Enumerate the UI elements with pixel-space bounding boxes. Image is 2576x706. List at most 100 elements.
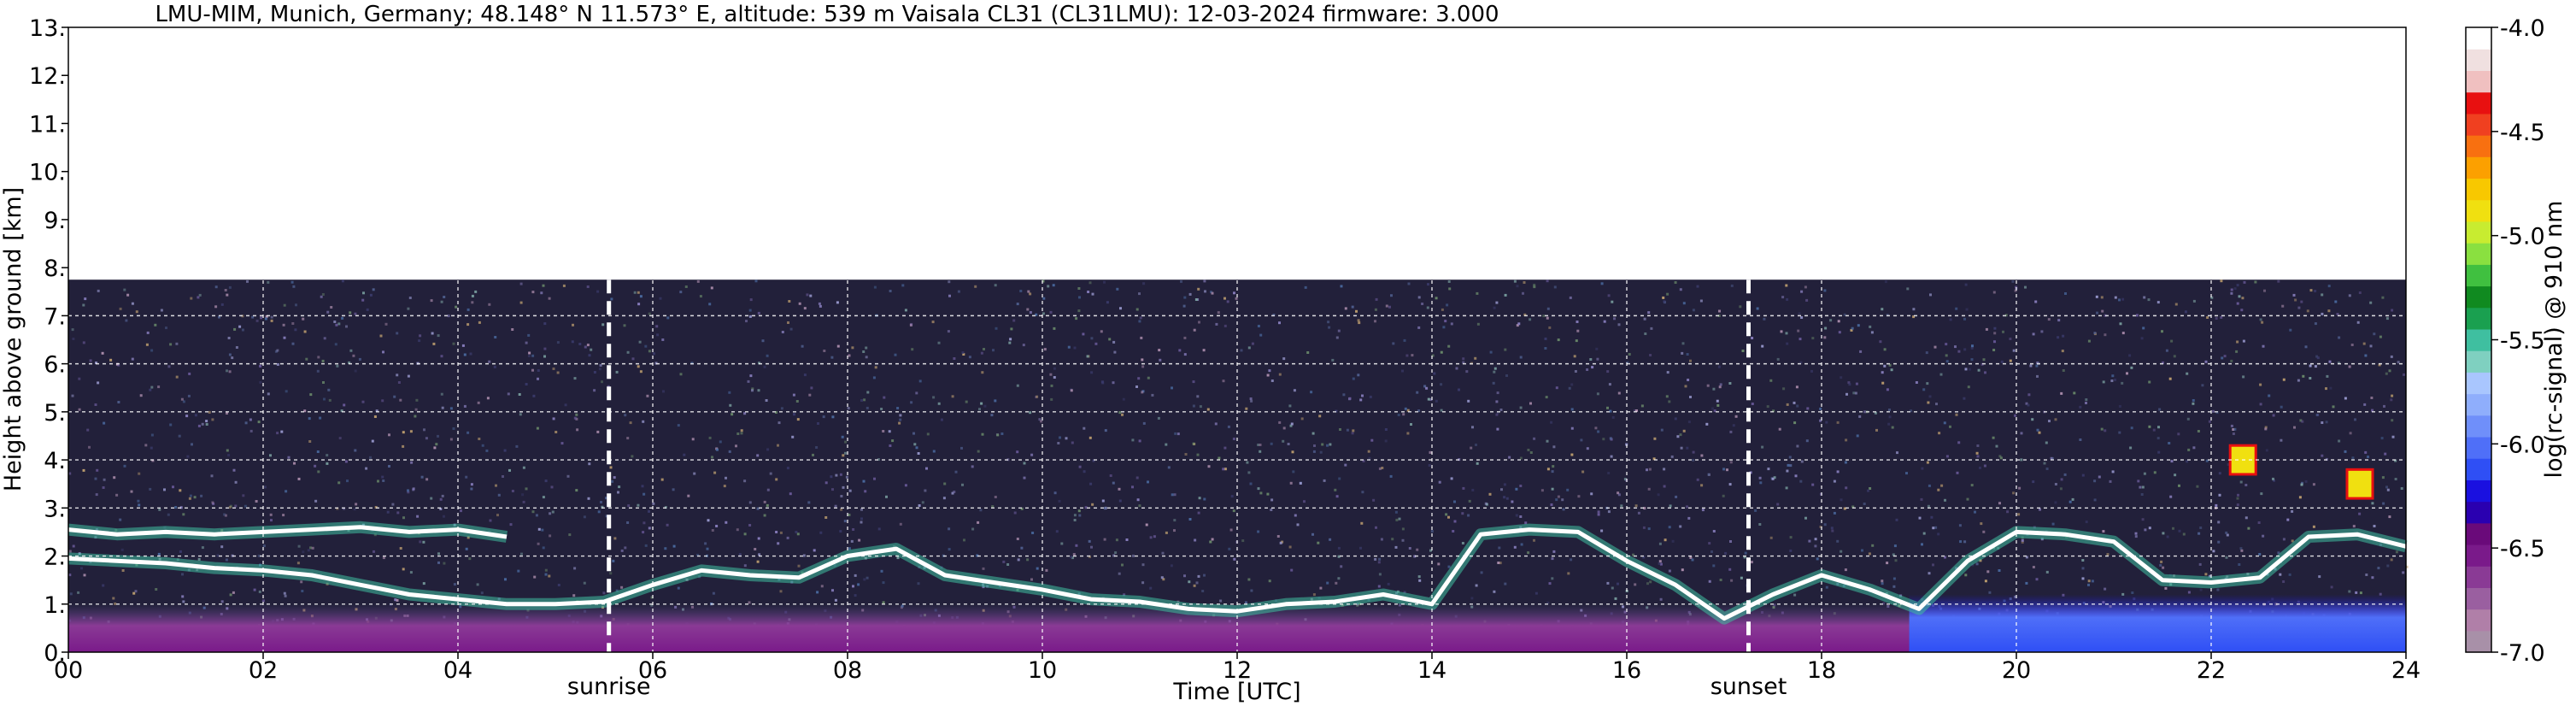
noise-speck <box>1171 493 1174 497</box>
noise-speck <box>139 394 143 397</box>
noise-speck <box>2020 432 2023 435</box>
noise-speck <box>1337 555 1341 558</box>
noise-speck <box>857 583 860 586</box>
x-tick-label: 10 <box>1028 657 1057 684</box>
y-tick-label: 1. <box>44 592 66 619</box>
noise-speck <box>1435 399 1438 403</box>
noise-speck <box>1686 446 1689 450</box>
noise-speck <box>2162 532 2165 535</box>
noise-speck <box>1103 280 1106 284</box>
noise-speck <box>1446 303 1449 307</box>
noise-speck <box>308 417 311 421</box>
noise-speck <box>1659 562 1663 566</box>
noise-speck <box>1837 320 1840 323</box>
noise-speck <box>2162 361 2164 364</box>
noise-speck <box>711 456 713 459</box>
noise-speck <box>1881 582 1884 585</box>
noise-speck <box>1278 373 1282 376</box>
noise-speck <box>1741 350 1745 352</box>
noise-speck <box>779 531 783 534</box>
noise-speck <box>1360 521 1364 525</box>
noise-speck <box>1607 510 1611 514</box>
noise-speck <box>1361 394 1364 397</box>
noise-speck <box>1313 444 1316 447</box>
noise-speck <box>1852 391 1856 395</box>
noise-speck <box>2199 527 2203 529</box>
noise-speck <box>896 407 900 409</box>
noise-speck <box>1840 498 1843 502</box>
noise-speck <box>1461 512 1464 515</box>
noise-speck <box>1550 421 1553 424</box>
noise-speck <box>2177 432 2180 436</box>
noise-speck <box>880 408 883 410</box>
noise-speck <box>179 550 182 553</box>
noise-speck <box>535 514 538 517</box>
noise-speck <box>208 410 211 414</box>
noise-speck <box>2397 361 2400 364</box>
x-tick-label: 06 <box>638 657 667 684</box>
noise-speck <box>817 422 819 425</box>
noise-speck <box>2306 309 2309 313</box>
noise-speck <box>1711 407 1715 410</box>
colorbar-segment <box>2466 156 2491 179</box>
noise-speck <box>556 371 560 374</box>
noise-speck <box>1896 451 1898 455</box>
noise-speck <box>1471 488 1475 491</box>
noise-speck <box>372 288 375 291</box>
noise-speck <box>661 338 665 341</box>
noise-speck <box>1772 409 1775 413</box>
noise-speck <box>270 315 273 319</box>
noise-speck <box>478 438 481 440</box>
noise-speck <box>858 538 861 542</box>
noise-speck <box>1115 538 1118 542</box>
noise-speck <box>1945 360 1949 363</box>
noise-speck <box>743 532 747 536</box>
noise-speck <box>354 369 357 373</box>
noise-speck <box>575 489 578 492</box>
noise-speck <box>437 552 440 556</box>
noise-speck <box>1031 532 1035 534</box>
noise-speck <box>1090 337 1094 340</box>
noise-speck <box>1112 481 1115 485</box>
noise-speck <box>1635 409 1638 412</box>
noise-speck <box>601 380 603 384</box>
noise-speck <box>731 413 734 416</box>
noise-speck <box>763 500 766 503</box>
noise-speck <box>82 341 85 344</box>
noise-speck <box>2352 525 2356 528</box>
noise-speck <box>2230 424 2233 427</box>
noise-speck <box>103 478 106 481</box>
noise-speck <box>78 408 81 411</box>
noise-speck <box>1359 398 1363 402</box>
noise-speck <box>643 521 646 525</box>
noise-speck <box>757 537 760 540</box>
noise-speck <box>1928 395 1932 398</box>
noise-speck <box>1670 455 1674 458</box>
noise-speck <box>178 434 181 438</box>
noise-speck <box>1939 373 1943 376</box>
noise-speck <box>786 467 789 470</box>
noise-speck <box>586 285 590 288</box>
noise-speck <box>1462 357 1465 361</box>
noise-speck <box>1196 395 1200 398</box>
noise-speck <box>1751 337 1754 339</box>
noise-speck <box>261 599 265 603</box>
y-tick-label: 7. <box>44 303 66 330</box>
noise-speck <box>1402 413 1405 416</box>
noise-speck <box>1998 455 2002 458</box>
noise-speck <box>1250 399 1253 403</box>
noise-speck <box>1937 532 1940 536</box>
noise-speck <box>848 547 851 550</box>
noise-speck <box>2383 404 2385 408</box>
noise-speck <box>2024 285 2027 289</box>
noise-speck <box>232 468 236 472</box>
noise-speck <box>1233 557 1236 561</box>
noise-speck <box>1982 530 1986 533</box>
noise-speck <box>471 301 474 304</box>
noise-speck <box>440 392 443 396</box>
noise-speck <box>94 477 97 480</box>
noise-speck <box>200 494 203 497</box>
noise-speck <box>962 353 965 356</box>
noise-speck <box>78 377 81 380</box>
noise-speck <box>1570 558 1573 562</box>
